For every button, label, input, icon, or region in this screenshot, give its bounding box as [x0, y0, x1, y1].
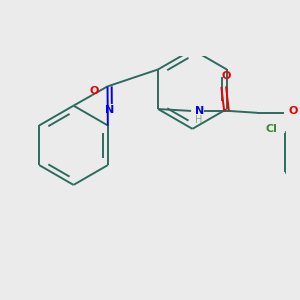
Text: O: O — [288, 106, 298, 116]
Text: N: N — [195, 106, 204, 116]
Text: H: H — [195, 116, 202, 125]
Text: N: N — [105, 105, 114, 115]
Text: O: O — [89, 86, 99, 96]
Text: Cl: Cl — [266, 124, 278, 134]
Text: O: O — [221, 71, 231, 81]
